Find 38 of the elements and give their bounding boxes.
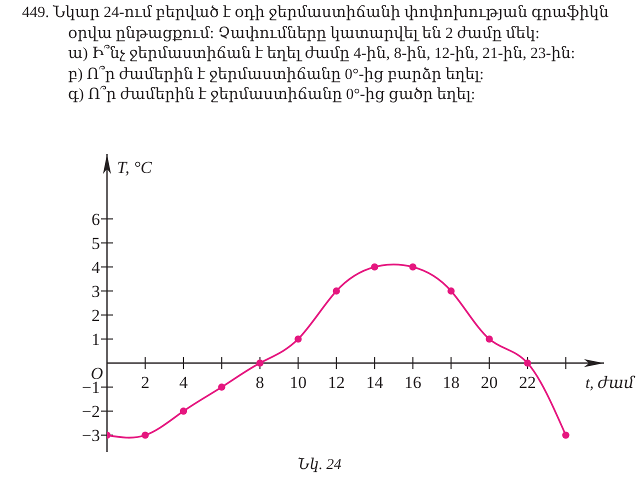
text: բ) Ո՞ր ժամերին է ջերմաստիճանը 0°-ից բարձր եղել: [67, 64, 485, 84]
point [256, 359, 264, 367]
point [332, 287, 340, 295]
y-tick-label: −3 [82, 426, 100, 446]
x-tick-label: 2 [140, 373, 150, 392]
point [218, 384, 226, 391]
y-tick-label: 3 [92, 282, 100, 301]
x-tick-label: 12 [328, 373, 345, 392]
y-tick-label: −2 [82, 402, 100, 422]
x-tick-label: 8 [256, 373, 264, 392]
x-tick-label: 16 [404, 373, 422, 392]
y-axis-title: T, °C [117, 158, 152, 177]
point [524, 359, 532, 367]
text: Նկ. 24 [296, 456, 342, 474]
x-tick-label: 14 [366, 373, 384, 392]
y-tick-label: 2 [92, 306, 100, 326]
x-tick-label: 20 [480, 373, 498, 392]
chart-title: 449. Նկար 24-ում բերված է օդի ջերմաստիճանի փոփոխության գրաֆիկն օրվա ընթացքում: Չափումները կատարվել են 2 ժամը մեկ: [22, 3, 610, 44]
text: գ) Ո՞ր ժամերին է ջերմաստիճանը 0°-ից ցածր եղել: [67, 85, 476, 105]
y-tick-label: 5 [92, 234, 100, 253]
point [371, 263, 378, 271]
point [486, 335, 493, 343]
y-tick-label: 4 [92, 258, 100, 277]
x-tick-label: 10 [290, 373, 307, 392]
y-tick-label: 1 [92, 330, 100, 350]
point [447, 287, 455, 295]
point [409, 263, 416, 271]
x-tick-label: 4 [179, 373, 188, 392]
y-tick-label: 6 [92, 210, 100, 229]
x-tick-label: 18 [442, 373, 460, 392]
x-axis-title: t, ժամ [585, 375, 636, 392]
point [142, 432, 149, 439]
point [562, 432, 570, 439]
point [180, 408, 188, 415]
y-tick-label: −1 [82, 378, 100, 398]
text: ա) Ի՞նչ ջերմաստիճան է եղել ժամը 4-ին, 8-ին, 12-ին, 21-ին, 23-ին: [67, 44, 576, 64]
point [294, 335, 302, 343]
x-tick-label: 22 [519, 373, 536, 392]
